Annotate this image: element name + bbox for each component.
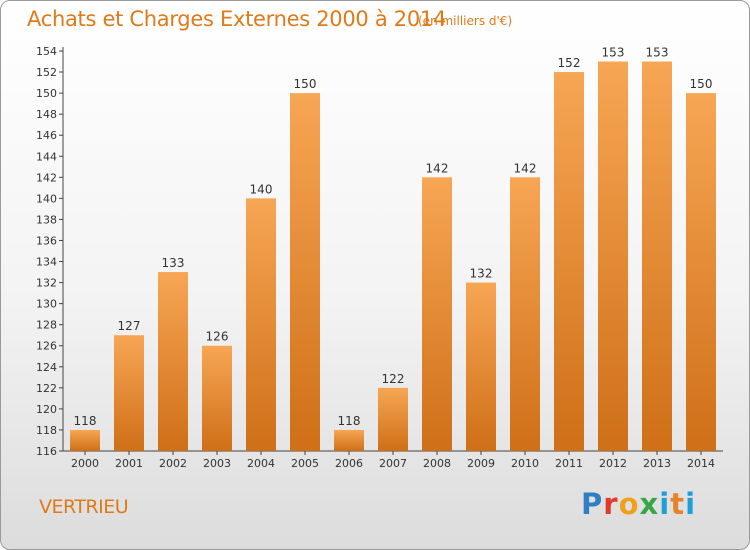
bar [422, 177, 452, 451]
bar [466, 282, 496, 451]
bar [642, 61, 672, 452]
x-tick-label: 2005 [291, 457, 319, 470]
bar [290, 93, 320, 452]
y-tick-label: 144 [36, 150, 57, 163]
bar [114, 335, 144, 451]
chart-y-ticks: 116 118 120 122 124 126 128 130 132 134 136 138 140 1… [36, 45, 63, 458]
value-label: 118 [338, 414, 361, 428]
value-label: 153 [602, 46, 625, 60]
logo-letter: x [639, 487, 660, 521]
logo-letter: i [659, 487, 671, 521]
y-tick-label: 120 [36, 403, 57, 416]
y-tick-label: 132 [36, 277, 57, 290]
x-tick-label: 2006 [335, 457, 363, 470]
bar [686, 93, 716, 452]
y-tick-label: 128 [36, 319, 57, 332]
y-tick-label: 126 [36, 340, 57, 353]
y-tick-label: 122 [36, 382, 57, 395]
y-tick-label: 152 [36, 66, 57, 79]
commune-name: VERTRIEU [39, 496, 129, 518]
bar [378, 387, 408, 451]
y-tick-label: 130 [36, 298, 57, 311]
y-tick-label: 116 [36, 445, 57, 458]
y-tick-label: 142 [36, 171, 57, 184]
y-tick-label: 154 [36, 45, 57, 58]
x-tick-label: 2009 [467, 457, 495, 470]
value-label: 152 [558, 56, 581, 70]
proxiti-logo: Proxiti [581, 487, 696, 521]
y-tick-label: 148 [36, 108, 57, 121]
value-label: 150 [294, 77, 317, 91]
logo-letter: i [685, 487, 697, 521]
y-tick-label: 150 [36, 87, 57, 100]
bar [246, 198, 276, 451]
x-tick-label: 2011 [555, 457, 583, 470]
logo-letter: o [618, 487, 640, 521]
chart-title: Achats et Charges Externes 2000 à 2014 [27, 7, 447, 31]
chart-bars [70, 61, 716, 452]
bar [510, 177, 540, 451]
value-label: 150 [690, 77, 713, 91]
x-tick-label: 2000 [71, 457, 99, 470]
x-tick-label: 2010 [511, 457, 539, 470]
chart-x-ticks: 2000 2001 2002 2003 2004 2005 2006 2007 2008 2009… [71, 451, 715, 470]
x-tick-label: 2008 [423, 457, 451, 470]
x-tick-label: 2007 [379, 457, 407, 470]
bar [554, 72, 584, 451]
bar [598, 61, 628, 452]
y-tick-label: 118 [36, 424, 57, 437]
x-tick-label: 2003 [203, 457, 231, 470]
logo-letter: P [581, 487, 604, 521]
y-tick-label: 134 [36, 256, 57, 269]
value-label: 142 [426, 161, 449, 175]
x-tick-label: 2002 [159, 457, 187, 470]
bar [202, 345, 232, 451]
x-tick-label: 2012 [599, 457, 627, 470]
y-tick-label: 136 [36, 234, 57, 247]
value-label: 132 [470, 267, 493, 281]
x-tick-label: 2001 [115, 457, 143, 470]
chart-subtitle: (en milliers d'€) [418, 14, 513, 28]
y-tick-label: 140 [36, 192, 57, 205]
value-label: 153 [646, 46, 669, 60]
value-label: 122 [382, 372, 405, 386]
value-label: 133 [162, 256, 185, 270]
value-label: 126 [206, 330, 229, 344]
value-label: 118 [74, 414, 97, 428]
value-label: 142 [514, 161, 537, 175]
bar [334, 429, 364, 451]
x-tick-label: 2014 [687, 457, 715, 470]
y-tick-label: 146 [36, 129, 57, 142]
logo-letter: t [670, 487, 686, 521]
x-tick-label: 2004 [247, 457, 275, 470]
y-tick-label: 138 [36, 213, 57, 226]
y-tick-label: 124 [36, 361, 57, 374]
logo-letter: r [603, 487, 619, 521]
value-label: 127 [118, 319, 141, 333]
bar [70, 429, 100, 451]
x-tick-label: 2013 [643, 457, 671, 470]
chart-value-labels: 118 127 133 126 140 150 118 122 142 132 142 152 153 1… [74, 46, 713, 428]
bar [158, 272, 188, 451]
value-label: 140 [250, 182, 273, 196]
